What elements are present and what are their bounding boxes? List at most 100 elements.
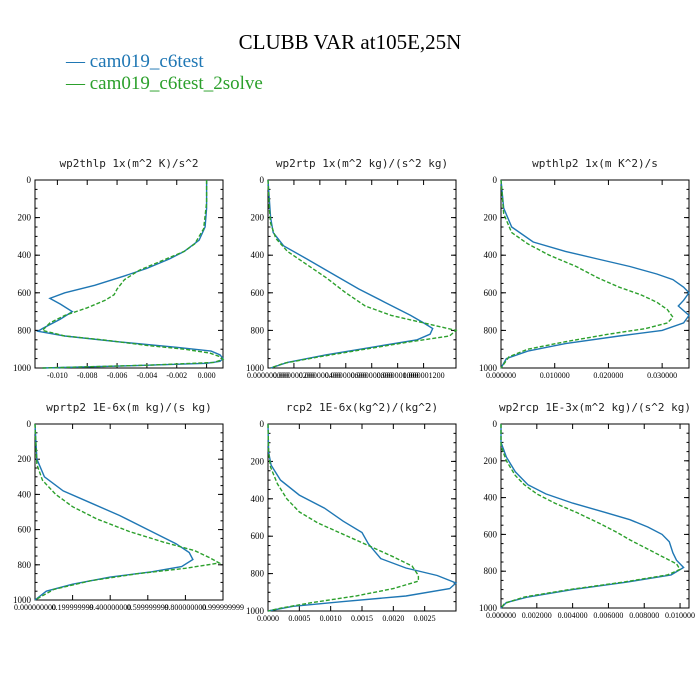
y-tick-label: 0 [27, 419, 32, 429]
legend-label: cam019_c6test_2solve [89, 73, 263, 94]
plot-panel-1: wp2thlp 1x(m^2 K)/s^2 0 200 400 600 800 1000 -0… [13, 157, 225, 380]
y-tick-label: 1000 [13, 363, 32, 373]
y-tick-label: 1000 [479, 363, 498, 373]
y-tick-label: 0 [260, 419, 265, 429]
plot-frame [34, 423, 224, 601]
plot-panel-3: wpthlp2 1x(m K^2)/s 0 200 400 600 800 10000.00… [479, 157, 690, 380]
x-tick-label: 0.000000000 [14, 603, 56, 612]
x-tick-label: 0.000000400 [299, 371, 341, 380]
y-tick-label: 200 [251, 456, 265, 466]
x-tick-label: 0.000 [198, 371, 216, 380]
y-tick-label: 600 [484, 288, 498, 298]
y-tick-label: 600 [484, 529, 498, 539]
y-tick-label: 600 [251, 288, 265, 298]
y-tick-label: 800 [18, 325, 32, 335]
legend-line-icon: — [66, 73, 90, 94]
x-tick-label: 0.010000 [540, 371, 570, 380]
legend-entry-c6test-2solve: — cam019_c6test_2solve [66, 74, 263, 94]
y-tick-label: 200 [484, 213, 498, 223]
y-tick-label: 0 [493, 175, 498, 185]
y-tick-label: 800 [251, 325, 265, 335]
series-line-c6test [267, 179, 434, 369]
y-tick-label: 200 [18, 454, 32, 464]
x-tick-label: 0.000000 [486, 371, 516, 380]
x-tick-label: -0.002 [166, 371, 187, 380]
x-tick-label: 0.0025 [414, 614, 436, 623]
plot-frame [267, 423, 457, 612]
y-tick-label: 400 [251, 250, 265, 260]
x-tick-label: 0.0005 [288, 614, 310, 623]
y-tick-label: 200 [251, 213, 265, 223]
plot-panel-6: wp2rcp 1E-3x(m^2 kg)/(s^2 kg)0 200 400 600 8… [479, 401, 695, 620]
x-tick-label: 0.000000600 [325, 371, 367, 380]
y-tick-label: 600 [18, 525, 32, 535]
y-tick-label: 400 [484, 493, 498, 503]
plot-panel-2: wp2rtp 1x(m^2 kg)/(s^2 kg) 0 200 400 600 800 1… [246, 157, 458, 380]
plot-frame [500, 423, 690, 609]
y-tick-label: 400 [484, 250, 498, 260]
x-tick-label: 0.000000 [486, 611, 516, 620]
legend-entry-c6test: — cam019_c6test [66, 52, 204, 72]
y-tick-label: 600 [18, 288, 32, 298]
x-tick-label: 0.020000 [593, 371, 623, 380]
x-tick-label: 0.004000 [558, 611, 588, 620]
x-tick-label: -0.010 [47, 371, 68, 380]
y-tick-label: 0 [260, 175, 265, 185]
plot-title: wp2rtp 1x(m^2 kg)/(s^2 kg) [276, 157, 448, 170]
series-line-c6test [500, 424, 685, 609]
x-tick-label: 0.400000000 [89, 603, 131, 612]
y-tick-label: 1000 [246, 363, 265, 373]
x-tick-label: 0.000000200 [273, 371, 315, 380]
series-line-c6test-2solve [267, 179, 458, 369]
x-tick-label: 0.800000000 [164, 603, 206, 612]
x-tick-label: 0.0020 [382, 614, 404, 623]
legend-line-icon: — [66, 51, 90, 72]
series-line-c6test-2solve [41, 180, 225, 369]
figure-title: CLUBB VAR at105E,25N [238, 30, 462, 54]
series-line-c6test [500, 179, 690, 369]
x-tick-label: 0.000000000 [247, 371, 289, 380]
y-tick-label: 1000 [13, 595, 32, 605]
plot-panel-5: rcp2 1E-6x(kg^2)/(kg^2) 0 200 400 600 800 1000… [246, 401, 458, 623]
series-line-c6test-2solve [500, 424, 682, 609]
series-line-c6test-2solve [500, 179, 674, 369]
y-tick-label: 0 [493, 419, 498, 429]
series-line-c6test [36, 180, 224, 369]
x-tick-label: 0.006000 [593, 611, 623, 620]
plot-title: wp2thlp 1x(m^2 K)/s^2 [59, 157, 198, 170]
y-tick-label: 400 [251, 494, 265, 504]
plot-title: rcp2 1E-6x(kg^2)/(kg^2) [286, 401, 438, 414]
series-line-c6test-2solve [267, 423, 420, 612]
x-tick-label: 0.000001200 [403, 371, 445, 380]
x-tick-label: -0.008 [77, 371, 98, 380]
y-tick-label: 800 [251, 569, 265, 579]
x-tick-label: 0.008000 [629, 611, 659, 620]
y-tick-label: 200 [18, 213, 32, 223]
y-tick-label: 800 [484, 566, 498, 576]
y-tick-label: 400 [18, 250, 32, 260]
y-tick-label: 800 [18, 560, 32, 570]
x-tick-label: 0.599999999 [127, 603, 169, 612]
legend-label: cam019_c6test [89, 51, 204, 72]
y-tick-label: 0 [27, 175, 32, 185]
x-tick-label: 0.002000 [522, 611, 552, 620]
x-tick-label: -0.004 [137, 371, 158, 380]
x-tick-label: 0.000001000 [377, 371, 419, 380]
x-tick-label: 0.000000800 [351, 371, 393, 380]
y-tick-label: 600 [251, 531, 265, 541]
x-tick-label: 0.999999999 [202, 603, 244, 612]
y-tick-label: 400 [18, 489, 32, 499]
plot-title: wp2rcp 1E-3x(m^2 kg)/(s^2 kg) [499, 401, 691, 414]
series-line-c6test [267, 423, 458, 612]
x-tick-label: 0.199999999 [52, 603, 94, 612]
y-tick-label: 200 [484, 456, 498, 466]
y-tick-label: 1000 [246, 606, 265, 616]
series-line-c6test-2solve [34, 423, 222, 601]
y-tick-label: 800 [484, 325, 498, 335]
plot-panel-4: wprtp2 1E-6x(m kg)/(s kg) 0 200 400 600 800 10… [13, 401, 244, 612]
series-line-c6test [34, 423, 194, 601]
plot-title: wprtp2 1E-6x(m kg)/(s kg) [46, 401, 212, 414]
x-tick-label: 0.0010 [320, 614, 342, 623]
plot-title: wpthlp2 1x(m K^2)/s [532, 157, 658, 170]
